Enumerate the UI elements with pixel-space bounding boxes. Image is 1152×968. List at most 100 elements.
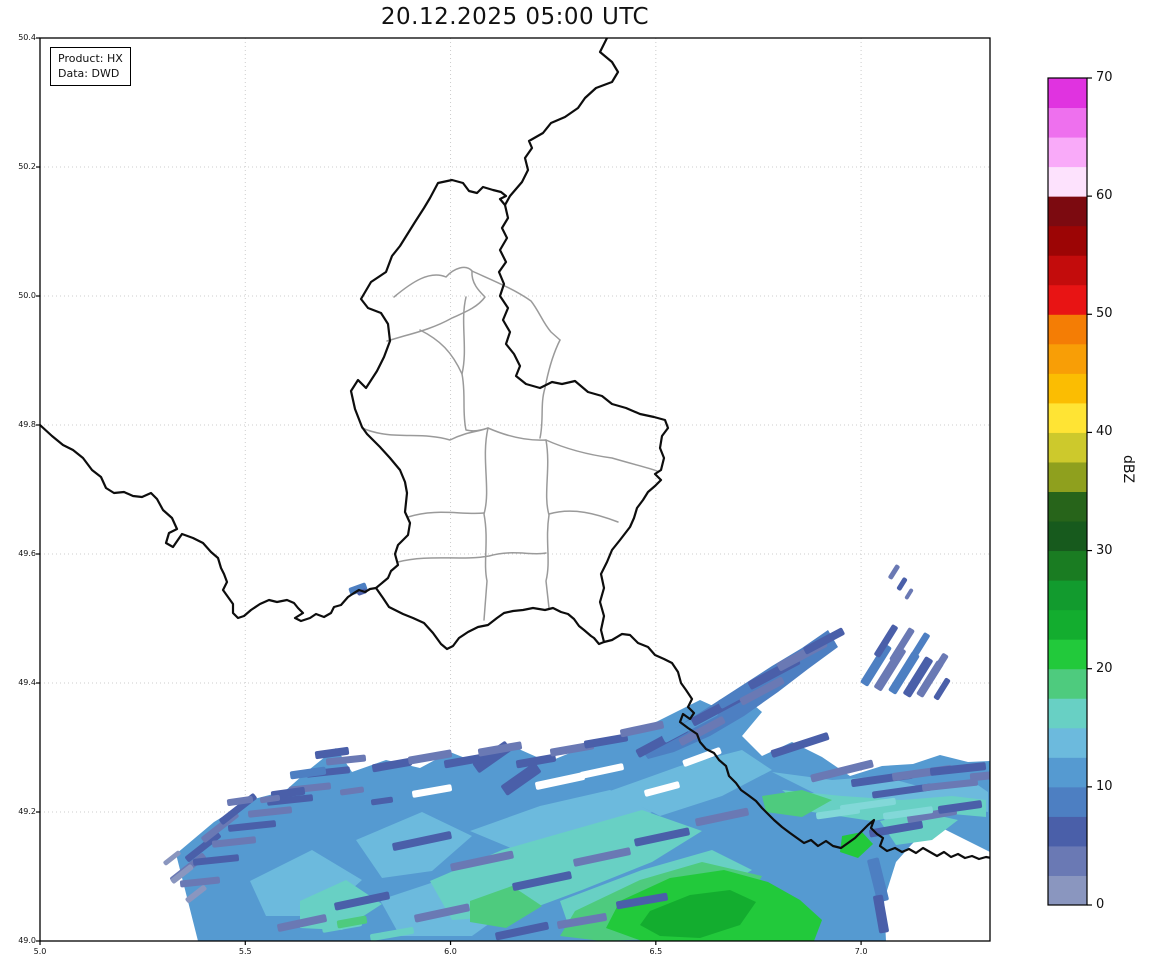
radar-echo-region (840, 832, 873, 858)
radar-echo-streak (535, 772, 585, 790)
colorbar-segment (1048, 491, 1087, 522)
radar-echo-streak (163, 850, 181, 866)
radar-echo-streak (739, 676, 785, 706)
border-belgium-france (40, 423, 378, 623)
colorbar-segment (1048, 815, 1087, 847)
y-tick-label: 49.2 (18, 807, 36, 816)
radar-echo-streak (904, 588, 914, 600)
colorbar-segment (1048, 786, 1087, 817)
radar-echo-streak (266, 794, 314, 806)
radar-echo-streak (392, 831, 452, 851)
radar-echo-streak (937, 800, 983, 814)
colorbar-segment (1048, 313, 1087, 345)
colorbar-segment (1048, 431, 1087, 463)
colorbar-tick-label: 0 (1096, 897, 1105, 912)
radar-echo-streak (883, 806, 933, 820)
radar-echo-streak (557, 913, 607, 929)
colorbar-segment (1048, 402, 1087, 433)
radar-echo-streak (247, 806, 293, 818)
radar-echo-streak (501, 762, 541, 796)
radar-echo-region (610, 750, 772, 816)
radar-echo-streak (695, 807, 749, 827)
radar-echo-streak (810, 759, 874, 783)
colorbar-tick-label: 10 (1096, 778, 1113, 794)
y-tick-label: 49.4 (18, 678, 36, 687)
radar-echoes (163, 564, 990, 941)
radar-echo-streak (888, 564, 900, 580)
colorbar-segment (1048, 136, 1087, 168)
radar-echo-streak (770, 732, 830, 758)
district-borders (361, 266, 658, 621)
y-tick-label: 49.0 (18, 936, 36, 945)
x-tick-label: 7.0 (854, 947, 868, 956)
radar-echo-streak (644, 781, 680, 797)
radar-echo-streak (933, 677, 951, 701)
radar-echo-streak (277, 914, 327, 932)
radar-echo-streak (259, 794, 281, 804)
country-borders (40, 38, 990, 861)
info-product: Product: HX (58, 52, 123, 65)
border-luxembourg (349, 178, 606, 651)
y-tick-label: 50.0 (18, 291, 36, 300)
plot-title: 20.12.2025 05:00 UTC (380, 4, 650, 30)
radar-echo-region (762, 790, 832, 817)
colorbar (1047, 77, 1092, 906)
radar-echo-streak (211, 836, 257, 848)
radar-echo-streak (874, 624, 898, 658)
radar-echo-streak (185, 885, 207, 903)
radar-echo-streak (867, 857, 889, 903)
colorbar-segment (1048, 461, 1087, 492)
colorbar-segment (1048, 874, 1087, 906)
radar-echo-streak (921, 778, 979, 792)
x-tick-label: 6.0 (444, 947, 457, 956)
radar-echo-streak (339, 786, 365, 796)
radar-echo-streak (314, 746, 350, 760)
colorbar-segment (1048, 579, 1087, 611)
info-box: Product: HX Data: DWD (50, 47, 131, 86)
radar-echo-streak (620, 720, 664, 738)
x-tick-label: 5.5 (238, 947, 252, 956)
radar-echo-streak (495, 921, 549, 941)
colorbar-unit-label: dBZ (1120, 455, 1136, 484)
radar-echo-streak (371, 757, 413, 773)
radar-echo-streak (678, 716, 726, 746)
colorbar-tick-label: 70 (1096, 70, 1113, 85)
radar-echo-streak (616, 892, 668, 910)
radar-echo-streak (634, 827, 690, 847)
colorbar-segment (1048, 845, 1087, 876)
y-tick-label: 49.8 (18, 420, 36, 429)
plot-frame (39, 37, 991, 942)
radar-echo-streak (370, 796, 394, 806)
x-tick-label: 6.5 (649, 947, 663, 956)
radar-echo-streak (370, 927, 414, 941)
colorbar-segment (1048, 77, 1087, 109)
radar-echo-streak (873, 894, 889, 934)
radar-echo-streak (325, 754, 367, 766)
radar-echo-streak (227, 820, 277, 832)
radar-echo-streak (450, 850, 514, 872)
colorbar-segment (1048, 343, 1087, 374)
radar-echo-streak (869, 820, 923, 838)
radar-echo-region (470, 886, 542, 928)
radar-echo-streak (906, 632, 930, 666)
radar-echo-streak (927, 653, 949, 681)
radar-echo-streak (573, 847, 631, 867)
radar-echo-streak (185, 832, 221, 862)
radar-echo-region (470, 790, 652, 856)
colorbar-segment (1048, 638, 1087, 670)
radar-echo-streak (443, 753, 485, 769)
colorbar-segment (1048, 284, 1087, 315)
radar-echo-streak (179, 876, 221, 888)
colorbar-segment (1048, 609, 1087, 640)
colorbar-segment (1048, 550, 1087, 581)
x-tick-label: 5.0 (33, 947, 47, 956)
radar-echo-streak (414, 903, 470, 923)
radar-echo-streak (903, 656, 933, 698)
radar-echo-streak (407, 749, 453, 765)
colorbar-tick-label: 50 (1096, 306, 1113, 322)
radar-echo-streak (583, 733, 629, 749)
radar-echo-region (640, 890, 756, 938)
colorbar-tick-label: 20 (1096, 660, 1113, 676)
